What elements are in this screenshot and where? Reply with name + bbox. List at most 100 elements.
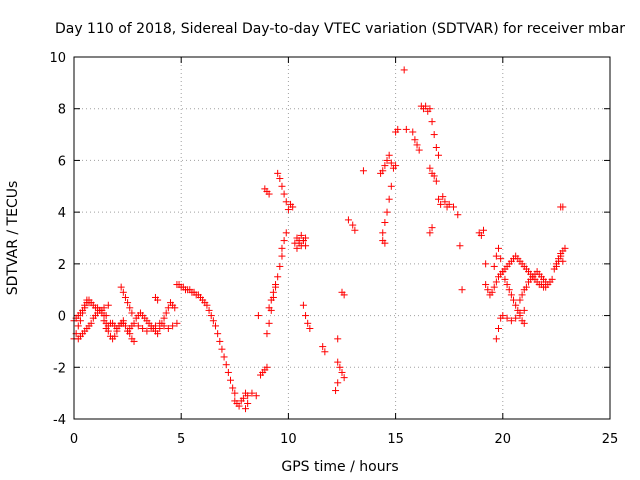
chart-title: Day 110 of 2018, Sidereal Day-to-day VTE… <box>55 21 625 37</box>
data-point <box>254 312 262 320</box>
data-point <box>385 151 393 159</box>
data-point <box>160 322 168 330</box>
data-point <box>265 319 273 327</box>
data-point <box>381 162 389 170</box>
data-point <box>422 102 430 110</box>
data-point <box>351 226 359 234</box>
data-point <box>117 283 125 291</box>
data-point <box>542 278 550 286</box>
data-point <box>379 229 387 237</box>
data-point <box>267 296 275 304</box>
data-point <box>501 275 509 283</box>
data-point <box>128 309 136 317</box>
data-point <box>173 319 181 327</box>
x-tick-label: 15 <box>387 432 404 447</box>
data-point <box>503 281 511 289</box>
data-point <box>559 203 567 211</box>
data-point <box>518 291 526 299</box>
data-point <box>520 319 528 327</box>
data-point <box>454 211 462 219</box>
y-tick-label: 2 <box>58 258 66 273</box>
data-point <box>154 296 162 304</box>
data-point <box>495 325 503 332</box>
data-point <box>499 268 507 276</box>
data-point <box>561 244 569 252</box>
data-point <box>383 208 391 216</box>
data-point <box>274 169 282 177</box>
data-point <box>235 402 243 410</box>
x-tick-label: 20 <box>495 432 512 447</box>
data-point <box>164 325 172 332</box>
data-point <box>522 283 530 291</box>
data-point <box>119 288 127 296</box>
data-point <box>381 239 389 247</box>
data-point <box>437 200 445 208</box>
data-point <box>344 216 352 224</box>
data-point <box>430 131 438 139</box>
data-point <box>295 239 303 247</box>
data-point <box>340 374 348 382</box>
data-point <box>492 335 500 343</box>
data-point <box>282 198 290 206</box>
data-point <box>490 262 498 270</box>
y-tick-label: -2 <box>53 361 66 376</box>
data-point <box>499 312 507 320</box>
y-tick-label: 4 <box>58 206 66 221</box>
data-point <box>130 337 138 345</box>
data-point <box>252 392 260 400</box>
data-point <box>263 363 271 371</box>
data-point <box>387 182 395 190</box>
data-point <box>507 291 515 299</box>
data-point <box>87 319 95 327</box>
data-point <box>289 203 297 211</box>
x-tick-label: 0 <box>70 432 78 447</box>
data-point <box>212 322 220 330</box>
data-point <box>434 195 442 203</box>
y-tick-label: 8 <box>58 103 66 118</box>
data-point <box>154 330 162 338</box>
data-point <box>512 314 520 322</box>
data-point <box>171 304 179 312</box>
data-point <box>415 146 423 154</box>
data-point <box>224 368 232 376</box>
data-point <box>505 286 513 294</box>
data-point <box>209 317 217 325</box>
data-point <box>265 190 273 198</box>
data-points <box>70 66 569 413</box>
data-point <box>394 125 402 133</box>
data-point <box>220 353 228 361</box>
data-point <box>430 172 438 180</box>
data-point <box>205 306 213 314</box>
data-point <box>304 319 312 327</box>
data-point <box>497 255 505 263</box>
data-point <box>482 260 490 268</box>
data-point <box>495 244 503 252</box>
data-point <box>229 384 237 392</box>
data-point <box>280 190 288 198</box>
data-point <box>227 376 235 384</box>
data-point <box>445 200 453 208</box>
data-point <box>306 325 314 332</box>
data-point <box>332 387 340 395</box>
data-point <box>321 348 329 356</box>
y-tick-label: 6 <box>58 154 66 169</box>
data-point <box>151 322 159 330</box>
data-point <box>119 317 127 325</box>
data-point <box>413 141 421 149</box>
data-point <box>276 175 284 183</box>
data-point <box>516 309 524 317</box>
data-point <box>242 405 250 413</box>
data-point <box>439 193 447 201</box>
x-tick-label: 10 <box>280 432 297 447</box>
data-point <box>239 394 247 402</box>
data-point <box>280 237 288 245</box>
data-point <box>278 244 286 252</box>
data-point <box>387 159 395 167</box>
x-axis-label: GPS time / hours <box>281 459 398 475</box>
data-point <box>449 203 457 211</box>
data-point <box>282 229 290 237</box>
data-point <box>480 226 488 234</box>
data-point <box>74 322 82 330</box>
data-point <box>121 322 129 330</box>
data-point <box>299 237 307 245</box>
